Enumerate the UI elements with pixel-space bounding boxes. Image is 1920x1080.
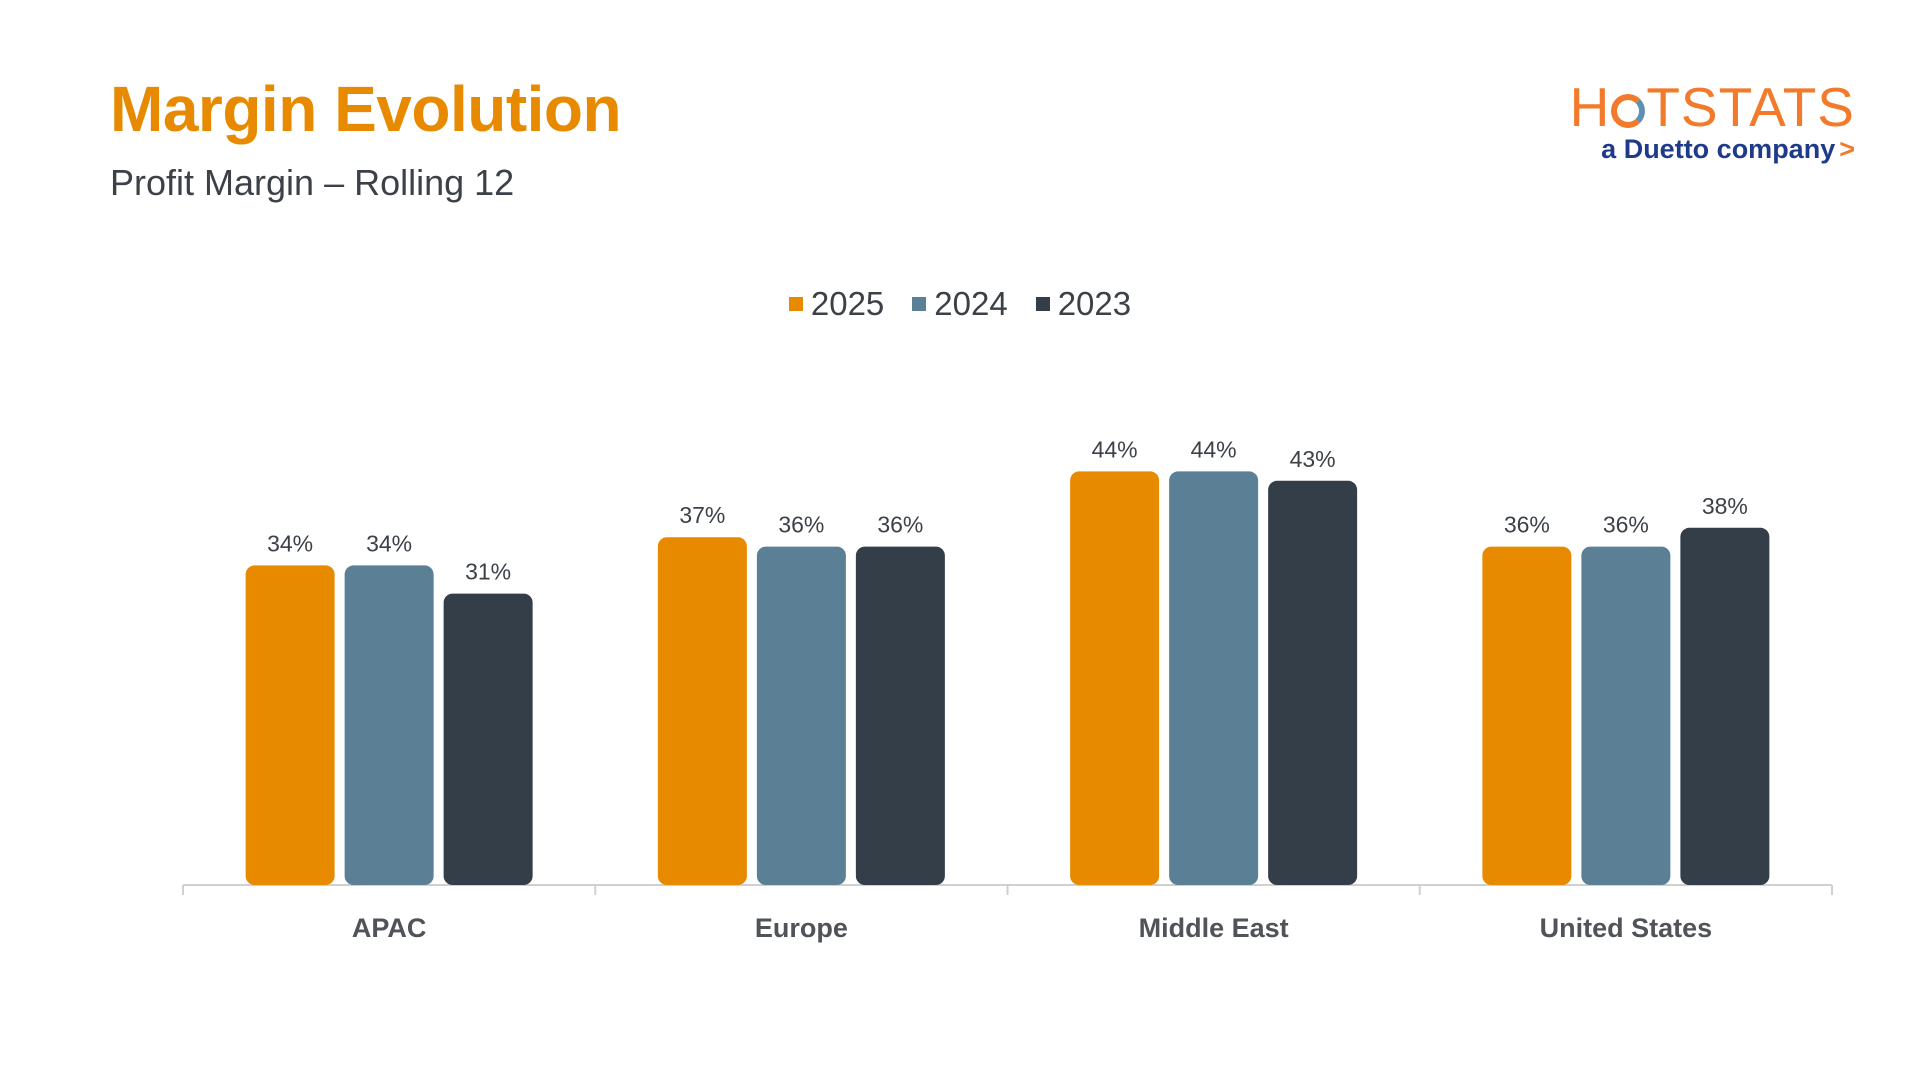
- x-tick-label: APAC: [352, 913, 427, 943]
- bar-2025-europe: [657, 537, 747, 885]
- bar-2023-europe: [855, 546, 945, 885]
- page-title: Margin Evolution: [110, 73, 622, 145]
- data-label: 34%: [267, 530, 313, 556]
- data-label: 44%: [1092, 436, 1138, 462]
- x-tick-label: Middle East: [1139, 913, 1289, 943]
- legend-label-2024: 2024: [934, 285, 1008, 322]
- chart-legend: 2025 2024 2023: [0, 285, 1920, 323]
- data-label: 36%: [1603, 512, 1649, 538]
- data-label: 43%: [1290, 446, 1336, 472]
- bar-2023-middle-east: [1268, 480, 1358, 885]
- bar-2025-middle-east: [1070, 471, 1160, 885]
- logo-wordmark-start: H: [1569, 76, 1611, 138]
- logo-wordmark: H TSTATS: [1570, 80, 1855, 135]
- bar-2024-europe: [756, 546, 846, 885]
- data-label: 36%: [877, 512, 923, 538]
- data-label: 44%: [1191, 436, 1237, 462]
- legend-swatch-2024: [912, 297, 927, 311]
- data-label: 36%: [778, 512, 824, 538]
- data-label: 31%: [465, 559, 511, 585]
- bar-2024-middle-east: [1169, 471, 1259, 885]
- bar-2024-apac: [344, 565, 434, 885]
- legend-item-2025: 2025: [788, 285, 885, 323]
- logo-ring-icon: [1611, 94, 1646, 128]
- legend-item-2023: 2023: [1035, 285, 1132, 323]
- hotstats-logo: H TSTATS a Duetto company >: [1570, 80, 1855, 165]
- logo-tagline-text: a Duetto company: [1601, 134, 1836, 164]
- bar-2023-united-states: [1680, 527, 1770, 885]
- page-subtitle: Profit Margin – Rolling 12: [110, 162, 515, 203]
- bar-2024-united-states: [1581, 546, 1671, 885]
- data-label: 38%: [1702, 493, 1748, 519]
- data-label: 37%: [679, 502, 725, 528]
- legend-label-2023: 2023: [1057, 285, 1132, 322]
- x-tick-label: Europe: [755, 913, 848, 943]
- legend-label-2025: 2025: [810, 285, 885, 322]
- legend-item-2024: 2024: [912, 285, 1008, 323]
- legend-swatch-2023: [1035, 297, 1050, 311]
- x-tick-label: United States: [1540, 913, 1713, 943]
- legend-swatch-2025: [788, 297, 803, 311]
- logo-wordmark-end: TSTATS: [1646, 76, 1855, 138]
- bar-2023-apac: [443, 593, 533, 885]
- bar-2025-united-states: [1482, 546, 1572, 885]
- chevron-right-icon: >: [1839, 134, 1855, 164]
- data-label: 36%: [1504, 512, 1550, 538]
- logo-tagline: a Duetto company >: [1570, 134, 1855, 165]
- bar-2025-apac: [245, 565, 335, 885]
- data-label: 34%: [366, 530, 412, 556]
